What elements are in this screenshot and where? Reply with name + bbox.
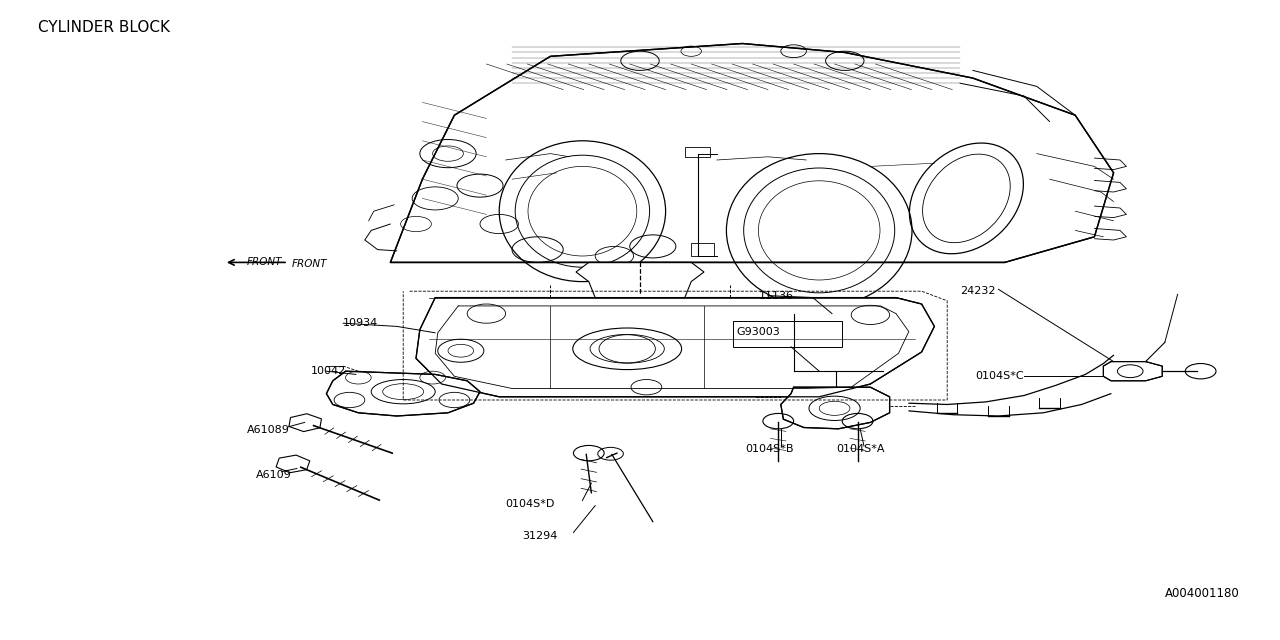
Text: 0104S*D: 0104S*D	[506, 499, 556, 509]
Text: 0104S*B: 0104S*B	[745, 444, 794, 454]
Text: 0104S*A: 0104S*A	[836, 444, 884, 454]
Text: 24232: 24232	[960, 286, 996, 296]
Text: G93003: G93003	[736, 326, 780, 337]
Polygon shape	[326, 371, 480, 416]
Text: A6109: A6109	[256, 470, 292, 480]
Text: 10042: 10042	[311, 366, 347, 376]
Text: FRONT: FRONT	[292, 259, 328, 269]
Polygon shape	[576, 262, 704, 298]
Text: 11136: 11136	[759, 291, 794, 301]
Text: 10934: 10934	[343, 318, 379, 328]
Polygon shape	[390, 44, 1114, 262]
Polygon shape	[276, 455, 310, 473]
Polygon shape	[416, 298, 934, 397]
Polygon shape	[781, 387, 890, 429]
Polygon shape	[289, 413, 321, 431]
Text: CYLINDER BLOCK: CYLINDER BLOCK	[38, 20, 170, 35]
Text: A61089: A61089	[247, 425, 289, 435]
Text: FRONT: FRONT	[247, 257, 283, 268]
Text: A004001180: A004001180	[1165, 588, 1239, 600]
Polygon shape	[1103, 362, 1162, 381]
Text: 31294: 31294	[522, 531, 558, 541]
Text: 0104S*C: 0104S*C	[975, 371, 1024, 381]
Bar	[733, 321, 842, 347]
